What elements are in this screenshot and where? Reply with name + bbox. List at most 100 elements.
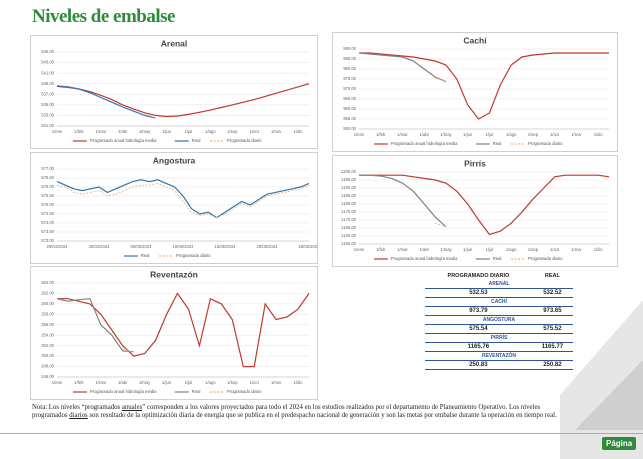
x-tick-label: 1/jul [486, 132, 494, 137]
x-tick-label: 1/nov [571, 132, 582, 137]
chart: Pirrís 1155.00 1160.00 1165.00 1170.00 1175.0… [341, 158, 610, 261]
x-tick-label: 1/jun [162, 129, 172, 134]
group-name: ANGOSTURA [425, 315, 573, 325]
series-line [359, 174, 447, 228]
legend-label: Programado anual hidrología media [391, 256, 458, 261]
y-tick-label: 1195.00 [341, 177, 356, 182]
series-line [434, 222, 447, 228]
x-tick-label: 1/jul [486, 247, 494, 252]
chart-box: Reventazón 246.00 248.00 250.00 252.00 254.00… [30, 266, 318, 400]
x-tick-label: 1/may [139, 129, 151, 134]
x-tick-label: 30/04/2024 [89, 244, 111, 249]
y-tick-label: 537.00 [41, 91, 54, 96]
x-tick-label: 1/abr [419, 132, 429, 137]
group-row: ANGOSTURA [425, 315, 573, 325]
x-tick-label: 1/feb [74, 380, 84, 385]
chart-title: Reventazón [150, 269, 198, 279]
note-text: son resultado de la optimización diaria … [87, 412, 557, 419]
x-tick-label: 15/05/2024 [215, 244, 237, 249]
y-tick-label: 1200.00 [341, 169, 357, 174]
y-tick-label: 576.50 [41, 175, 54, 180]
value-row: 1165.76 1165.77 [425, 342, 573, 352]
y-tick-label: 975.00 [343, 76, 356, 81]
y-tick-label: 965.00 [343, 96, 356, 101]
y-tick-label: 535.00 [41, 102, 54, 107]
x-tick-label: 1/feb [376, 132, 386, 137]
x-tick-label: 1/sep [227, 380, 238, 385]
chart-box: Pirrís 1155.00 1160.00 1165.00 1170.00 1175.0… [332, 155, 618, 267]
x-tick-label: 20/05/2024 [257, 244, 279, 249]
series-line [56, 83, 310, 118]
legend-label: Programado diario [528, 256, 563, 261]
y-tick-label: 1170.00 [341, 217, 356, 222]
y-tick-label: 262.00 [41, 291, 54, 296]
value-row: 250.83 250.82 [425, 360, 573, 370]
y-tick-label: 260.00 [41, 301, 54, 306]
note-text: diarios [69, 412, 88, 419]
legend-label: Real [192, 389, 201, 394]
real-cell: 250.82 [531, 360, 573, 370]
y-tick-label: 533.00 [41, 113, 54, 118]
diario-cell: 250.83 [425, 360, 532, 370]
header-cell: REAL [544, 273, 560, 279]
x-tick-label: 1/oct [250, 129, 260, 134]
real-cell: 575.52 [531, 324, 573, 334]
y-tick-label: 258.00 [41, 311, 54, 316]
legend-label: Real [192, 138, 201, 143]
x-tick-label: 1/ago [205, 380, 216, 385]
chart-title: Arenal [161, 38, 187, 48]
y-tick-label: 1160.00 [341, 233, 356, 238]
x-tick-label: 1/mar [397, 247, 408, 252]
y-tick-label: 1155.00 [341, 241, 356, 246]
x-tick-label: 1/may [440, 132, 452, 137]
x-tick-label: 1/oct [550, 132, 560, 137]
group-row: PIRRÍS [425, 333, 573, 343]
y-tick-label: 1175.00 [341, 209, 356, 214]
table-header: PROGRAMADO DIARIO REAL [425, 272, 573, 280]
real-cell: 1165.77 [531, 342, 573, 352]
legend-label: Programado diario [227, 389, 262, 394]
x-tick-label: 1/may [139, 380, 151, 385]
x-tick-label: 1/oct [550, 247, 560, 252]
levels-table: PROGRAMADO DIARIO REAL ARENAL 532.53 532.5… [425, 272, 573, 370]
series-line [358, 52, 447, 83]
legend-label: Programado anual hidrología media [90, 389, 157, 394]
page-button[interactable]: Página [602, 437, 637, 450]
series-line [144, 113, 156, 119]
x-tick-label: 1/oct [250, 380, 260, 385]
chart-box: Arenal 531.00 533.00 535.00 537.00 539.00 541.… [30, 35, 318, 149]
chart-title: Pirrís [464, 158, 486, 168]
diario-cell: 973.79 [425, 306, 532, 316]
x-tick-label: 05/05/2024 [131, 244, 153, 249]
y-tick-label: 1185.00 [341, 193, 356, 198]
note: Nota: Los niveles “programados anuales” … [32, 404, 572, 420]
y-tick-label: 541.00 [41, 70, 54, 75]
group-name: PIRRÍS [425, 333, 573, 343]
x-tick-label: 25/04/2024 [47, 244, 69, 249]
legend-label: Real [141, 253, 150, 258]
x-tick-label: 1/feb [74, 129, 84, 134]
x-tick-label: 1/mar [95, 129, 106, 134]
diario-cell: 1165.76 [425, 342, 532, 352]
chart-box: Cachí 950.00 955.00 960.00 965.00 970.00 975.0… [332, 32, 618, 152]
y-tick-label: 990.00 [343, 46, 356, 51]
x-tick-label: 1/mar [95, 380, 106, 385]
x-tick-label: 1/ene [52, 380, 63, 385]
chart: Arenal 531.00 533.00 535.00 537.00 539.00 541.… [41, 38, 310, 143]
y-tick-label: 531.00 [41, 123, 54, 128]
y-tick-label: 573.00 [41, 238, 54, 243]
series-line [57, 292, 310, 368]
x-tick-label: 1/ene [52, 129, 63, 134]
chart: Cachí 950.00 955.00 960.00 965.00 970.00 975.0… [343, 35, 609, 146]
legend-label: Programado diario [227, 138, 262, 143]
y-tick-label: 1190.00 [341, 185, 356, 190]
chart-title: Angostura [153, 155, 196, 165]
real-cell: 973.65 [531, 306, 573, 316]
x-tick-label: 1/sep [528, 132, 539, 137]
group-name: REVENTAZÓN [425, 351, 573, 361]
series-line [434, 77, 447, 82]
x-tick-label: 1/ago [506, 132, 517, 137]
x-tick-label: 1/jun [463, 247, 473, 252]
group-name: ARENAL [425, 280, 573, 289]
x-tick-label: 1/may [440, 247, 452, 252]
